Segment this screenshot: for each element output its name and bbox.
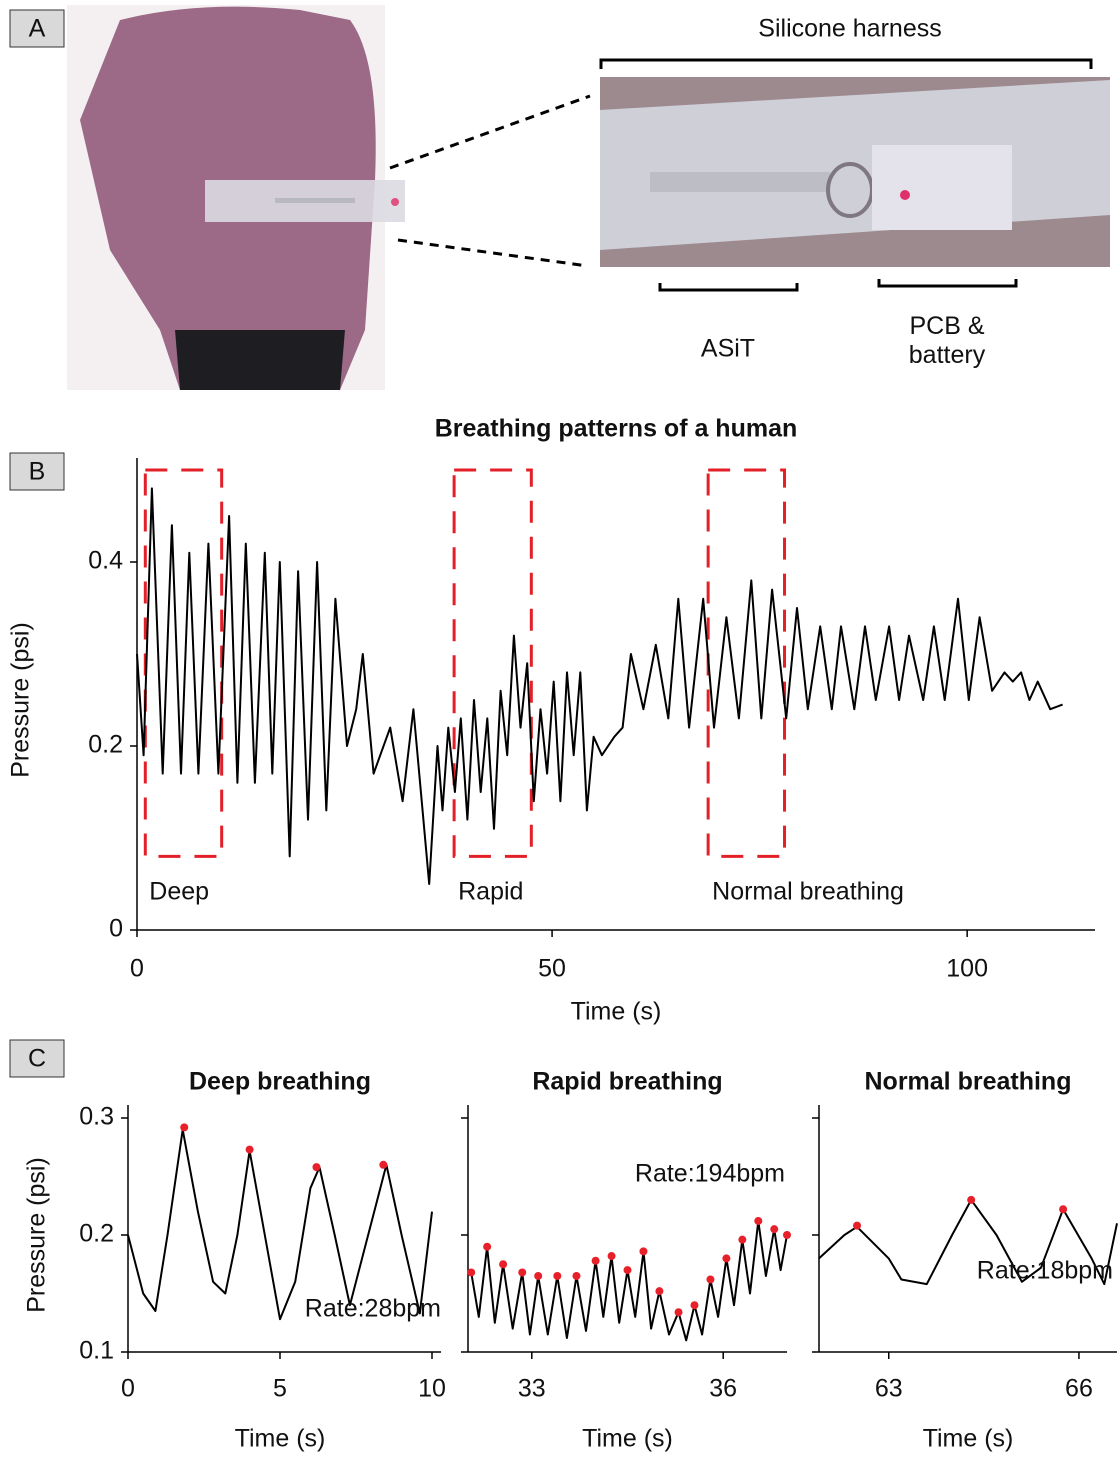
annotation: Silicone harness — [758, 15, 941, 43]
box-label: Rapid — [458, 878, 523, 906]
rate-annotation: Rate:194bpm — [635, 1160, 785, 1188]
panel-label-box — [9, 9, 65, 48]
y-tick-label: 0 — [109, 915, 123, 943]
box-label: Normal breathing — [712, 878, 904, 906]
peak-marker — [591, 1256, 600, 1265]
panel-label-box — [9, 452, 65, 491]
peak-marker — [245, 1145, 254, 1154]
panel-label-box — [9, 1039, 65, 1078]
peak-marker — [483, 1242, 492, 1251]
data-line — [470, 1220, 788, 1342]
peak-marker — [754, 1216, 763, 1225]
peak-marker — [738, 1235, 747, 1244]
bracket — [658, 283, 799, 292]
peak-marker — [722, 1254, 731, 1263]
y-axis-label: Pressure (psi) — [23, 1157, 51, 1313]
peak-marker — [853, 1221, 862, 1230]
peak-marker — [467, 1268, 476, 1277]
photo-right — [600, 77, 1110, 267]
peak-marker — [572, 1271, 581, 1280]
chart-title: Breathing patterns of a human — [435, 415, 798, 443]
highlight-box — [706, 468, 787, 858]
rate-annotation: Rate:28bpm — [305, 1295, 441, 1323]
data-line — [136, 487, 1063, 885]
panel-label: C — [28, 1045, 46, 1073]
x-axis-label: Time (s) — [571, 998, 662, 1026]
highlight-box — [143, 468, 224, 858]
peak-marker — [499, 1260, 508, 1269]
rate-annotation: Rate:18bpm — [977, 1257, 1113, 1285]
data-line — [127, 1128, 433, 1321]
x-tick-label: 66 — [1065, 1375, 1093, 1403]
peak-marker — [553, 1271, 562, 1280]
peak-marker — [1059, 1205, 1068, 1214]
peak-marker — [312, 1163, 321, 1172]
y-tick-label: 0.2 — [88, 731, 123, 759]
peak-marker — [690, 1301, 699, 1310]
x-tick-label: 0 — [121, 1375, 135, 1403]
x-tick-label: 63 — [875, 1375, 903, 1403]
x-axis-label: Time (s) — [235, 1425, 326, 1453]
peak-marker — [783, 1231, 791, 1239]
highlight-box — [452, 468, 533, 858]
panel-label: B — [29, 458, 46, 486]
x-tick-label: 36 — [709, 1375, 737, 1403]
x-tick-label: 100 — [946, 955, 988, 983]
x-tick-label: 5 — [273, 1375, 287, 1403]
zoom-line — [397, 238, 589, 268]
peak-marker — [639, 1247, 648, 1256]
peak-marker — [607, 1252, 616, 1261]
bracket — [877, 279, 1018, 288]
peak-marker — [623, 1266, 632, 1275]
x-tick-label: 0 — [130, 955, 144, 983]
peak-marker — [518, 1268, 527, 1277]
panel-label: A — [29, 15, 46, 43]
peak-marker — [967, 1195, 976, 1204]
annotation: ASiT — [701, 335, 755, 363]
x-tick-label: 10 — [418, 1375, 446, 1403]
peak-marker — [655, 1287, 664, 1296]
x-axis-label: Time (s) — [923, 1425, 1014, 1453]
peak-marker — [180, 1123, 189, 1132]
y-tick-label: 0.4 — [88, 547, 123, 575]
peak-marker — [770, 1225, 779, 1234]
y-axis-label: Pressure (psi) — [7, 622, 35, 778]
box-label: Deep — [149, 878, 209, 906]
x-axis-label: Time (s) — [582, 1425, 673, 1453]
y-tick-label: 0.1 — [79, 1337, 114, 1365]
peak-marker — [379, 1160, 388, 1169]
zoom-line — [389, 94, 591, 170]
annotation: PCB & battery — [908, 312, 986, 369]
x-tick-label: 33 — [518, 1375, 546, 1403]
photo-left — [67, 5, 405, 391]
x-tick-label: 50 — [538, 955, 566, 983]
bracket — [599, 58, 1093, 69]
chart-title: Deep breathing — [189, 1068, 371, 1096]
y-tick-label: 0.3 — [79, 1103, 114, 1131]
chart-title: Rapid breathing — [532, 1068, 722, 1096]
peak-marker — [706, 1275, 715, 1284]
peak-marker — [674, 1308, 683, 1317]
peak-marker — [534, 1271, 543, 1280]
chart-title: Normal breathing — [865, 1068, 1072, 1096]
y-tick-label: 0.2 — [79, 1220, 114, 1248]
